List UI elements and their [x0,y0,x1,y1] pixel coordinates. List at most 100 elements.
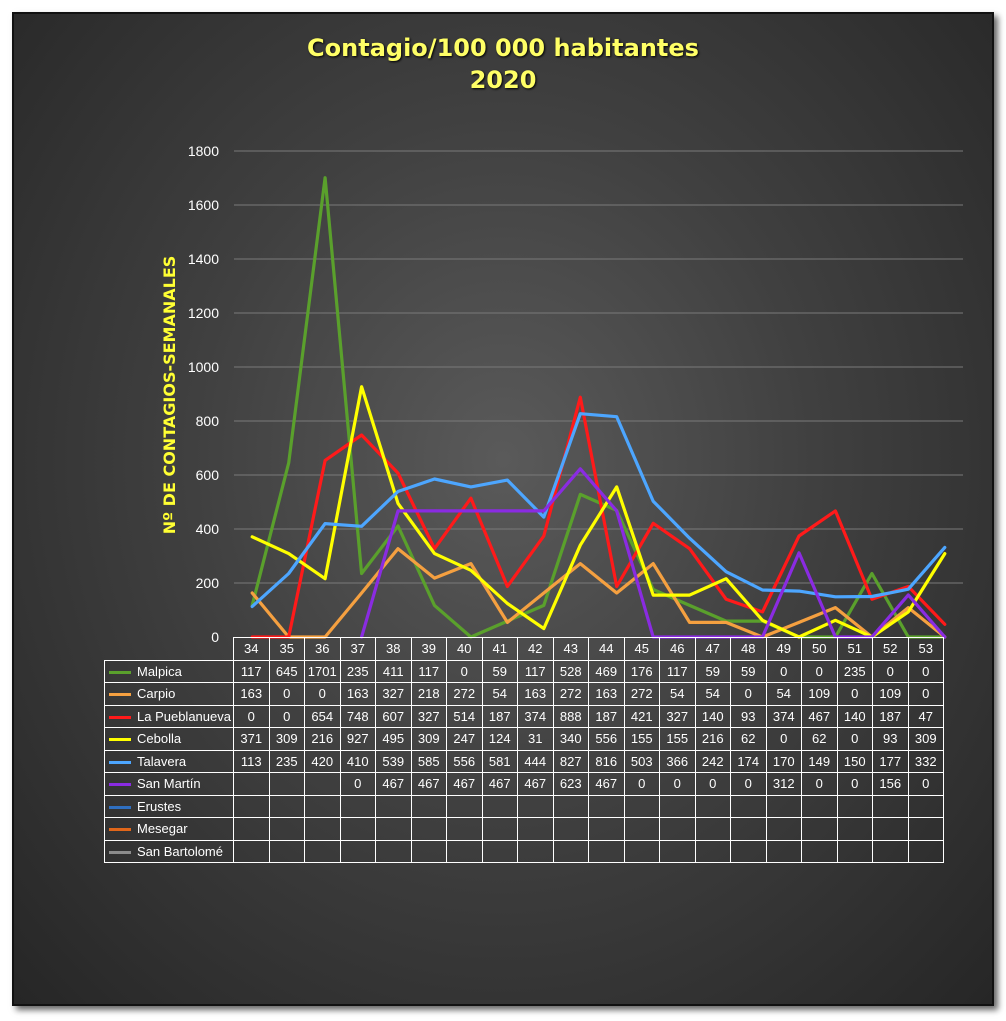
legend-label: San Martín [137,776,201,792]
table-row: Talavera 113 235 420 410 539 585 556 581 444 827 81… [104,749,944,773]
data-label [375,794,412,818]
data-label: 528 [552,659,589,683]
data-label: 340 [552,727,589,751]
legend-key [109,760,131,764]
data-label: 272 [446,682,483,706]
data-label [872,794,909,818]
data-label [304,817,341,841]
data-label [588,817,625,841]
legend-key [109,828,131,832]
data-label: 0 [659,772,696,796]
data-label: 176 [623,659,660,683]
data-label: 117 [410,659,447,683]
table-row: Carpio 163 0 0 163 327 218 272 54 163 272 163 272 54 5… [104,682,944,706]
data-label [623,817,660,841]
data-label: 216 [694,727,731,751]
data-label [517,817,554,841]
y-tick-label: 600 [196,467,220,483]
data-label [552,817,589,841]
data-label [836,794,873,818]
data-label: 54 [694,682,731,706]
data-label: 0 [446,659,483,683]
x-tick-label: 40 [446,637,483,661]
chart-title: Contagio/100 000 habitantes 2020 [0,32,1006,96]
data-label: 0 [623,772,660,796]
legend-label: La Pueblanueva [137,708,231,724]
series-line-malpica [250,176,947,639]
data-label: 187 [588,704,625,728]
data-label: 444 [517,749,554,773]
data-label [446,839,483,863]
data-label: 187 [481,704,518,728]
data-label: 0 [268,704,305,728]
data-label [375,839,412,863]
data-label: 170 [765,749,802,773]
legend-key [109,693,131,697]
data-label: 366 [659,749,696,773]
data-label: 309 [268,727,305,751]
legend-entry: Mesegar [104,817,234,841]
x-tick-label: 38 [375,637,412,661]
data-label: 187 [872,704,909,728]
data-label: 645 [268,659,305,683]
legend-entry: La Pueblanueva [104,704,234,728]
data-label: 156 [872,772,909,796]
data-label: 927 [339,727,376,751]
legend-entry: Malpica [104,659,234,683]
table-row: Cebolla 371 309 216 927 495 309 247 124 31 340 556 1… [104,727,944,751]
y-tick-label: 1200 [188,305,219,321]
data-label: 0 [268,682,305,706]
data-label: 0 [801,659,838,683]
data-label [623,794,660,818]
data-label: 117 [517,659,554,683]
data-label [588,794,625,818]
y-tick-label: 1600 [188,197,219,213]
data-label: 514 [446,704,483,728]
x-tick-label: 36 [304,637,341,661]
data-label: 420 [304,749,341,773]
legend-key [109,670,131,674]
x-tick-label: 39 [410,637,447,661]
data-label [268,817,305,841]
legend-entry: San Bartolomé [104,839,234,863]
data-label: 109 [872,682,909,706]
data-label: 0 [694,772,731,796]
y-tick-label: 0 [211,629,219,645]
x-tick-label: 51 [836,637,873,661]
table-corner [105,638,234,661]
series-line-carpio [250,547,947,639]
data-label: 0 [801,772,838,796]
x-tick-label: 41 [481,637,518,661]
data-label: 140 [836,704,873,728]
data-label [694,839,731,863]
data-label: 163 [233,682,270,706]
x-tick-label: 43 [552,637,589,661]
data-label: 163 [517,682,554,706]
data-label: 216 [304,727,341,751]
data-label: 155 [623,727,660,751]
data-label: 93 [872,727,909,751]
data-label: 467 [410,772,447,796]
legend-key [109,715,131,719]
data-label: 272 [552,682,589,706]
data-label [552,839,589,863]
x-tick-label: 50 [801,637,838,661]
data-label [907,839,944,863]
data-label: 556 [446,749,483,773]
data-label [339,794,376,818]
data-label [836,839,873,863]
legend-entry: San Martín [104,772,234,796]
data-label: 309 [410,727,447,751]
data-label [233,772,270,796]
data-label: 140 [694,704,731,728]
data-label [268,794,305,818]
data-label: 467 [375,772,412,796]
x-tick-label: 34 [233,637,270,661]
data-label [339,839,376,863]
data-label [623,839,660,863]
data-label: 1701 [304,659,341,683]
data-label: 748 [339,704,376,728]
data-label [410,817,447,841]
legend-label: San Bartolomé [137,843,223,859]
